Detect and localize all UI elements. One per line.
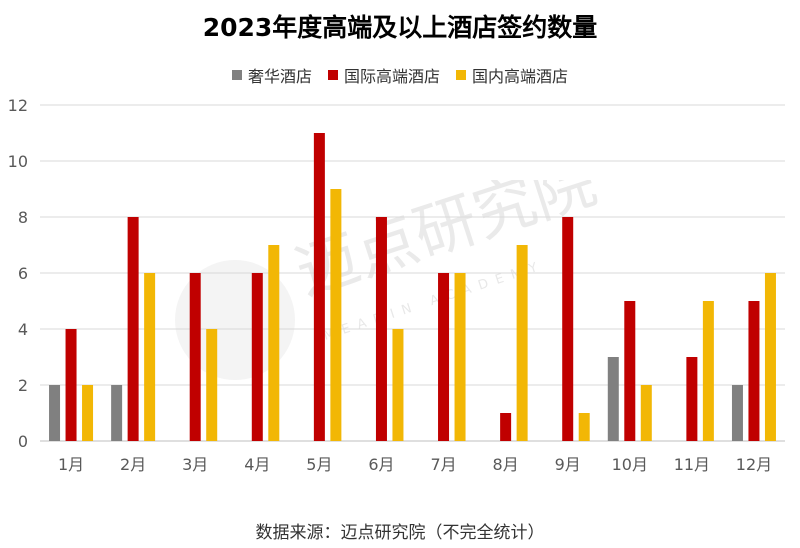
legend-label-domestic: 国内高端酒店	[472, 67, 569, 86]
legend-swatch-international	[327, 70, 338, 80]
legend-label-international: 国际高端酒店	[343, 67, 440, 86]
bar-1-2	[189, 273, 201, 441]
bar-0-0	[49, 385, 61, 441]
bar-1-5	[375, 217, 387, 441]
x-tick-label: 6月	[368, 455, 394, 474]
bar-0-9	[607, 357, 619, 441]
y-tick-label: 0	[18, 432, 28, 451]
x-tick-label: 11月	[674, 455, 710, 474]
bar-1-6	[438, 273, 450, 441]
bar-2-11	[764, 273, 776, 441]
bar-1-1	[127, 217, 139, 441]
bar-2-2	[206, 329, 218, 441]
x-tick-label: 10月	[612, 455, 648, 474]
x-tick-label: 9月	[555, 455, 581, 474]
y-tick-label: 12	[8, 96, 28, 115]
bar-1-7	[500, 413, 512, 441]
chart-title: 2023年度高端及以上酒店签约数量	[202, 13, 598, 42]
bar-1-10	[686, 357, 698, 441]
legend-swatch-luxury	[231, 70, 242, 80]
bar-1-4	[313, 133, 325, 441]
bar-2-7	[516, 245, 528, 441]
source-note: 数据来源：迈点研究院（不完全统计）	[255, 523, 545, 543]
y-tick-label: 8	[18, 208, 28, 227]
bar-2-0	[82, 385, 94, 441]
x-tick-label: 1月	[58, 455, 84, 474]
bar-1-9	[624, 301, 636, 441]
y-tick-label: 6	[18, 264, 28, 283]
bar-2-3	[268, 245, 280, 441]
legend-swatch-domestic	[456, 70, 466, 80]
bar-2-4	[330, 189, 342, 441]
y-tick-label: 2	[18, 376, 28, 395]
legend-item-international: 国际高端酒店	[327, 63, 440, 87]
bar-0-11	[731, 385, 743, 441]
legend-label-luxury: 奢华酒店	[247, 67, 312, 86]
bar-2-5	[392, 329, 404, 441]
y-tick-label: 10	[8, 152, 28, 171]
x-tick-label: 4月	[244, 455, 270, 474]
bar-2-10	[702, 301, 714, 441]
bar-1-8	[562, 217, 574, 441]
x-tick-label: 3月	[182, 455, 208, 474]
x-tick-label: 8月	[493, 455, 519, 474]
bar-2-6	[454, 273, 466, 441]
x-tick-label: 2月	[120, 455, 146, 474]
legend-item-luxury: 奢华酒店	[231, 63, 312, 87]
legend-item-domestic: 国内高端酒店	[456, 63, 568, 87]
x-tick-label: 7月	[430, 455, 456, 474]
bar-series	[49, 133, 776, 441]
x-tick-label: 5月	[306, 455, 332, 474]
bar-2-9	[640, 385, 652, 441]
x-axis: 1月 2月 3月 4月 5月 6月 7月 8月 9月 10月 11月 12月	[58, 455, 772, 474]
bar-1-11	[748, 301, 760, 441]
bar-1-0	[65, 329, 77, 441]
bar-2-8	[578, 413, 590, 441]
y-axis: 0 2 4 6 8 10 12	[8, 96, 28, 451]
bar-2-1	[144, 273, 156, 441]
x-tick-label: 12月	[736, 455, 772, 474]
legend: 奢华酒店 国际高端酒店 国内高端酒店	[0, 63, 800, 87]
bar-0-1	[111, 385, 123, 441]
bar-1-3	[251, 273, 263, 441]
grid-lines	[40, 104, 785, 442]
y-tick-label: 4	[18, 320, 28, 339]
